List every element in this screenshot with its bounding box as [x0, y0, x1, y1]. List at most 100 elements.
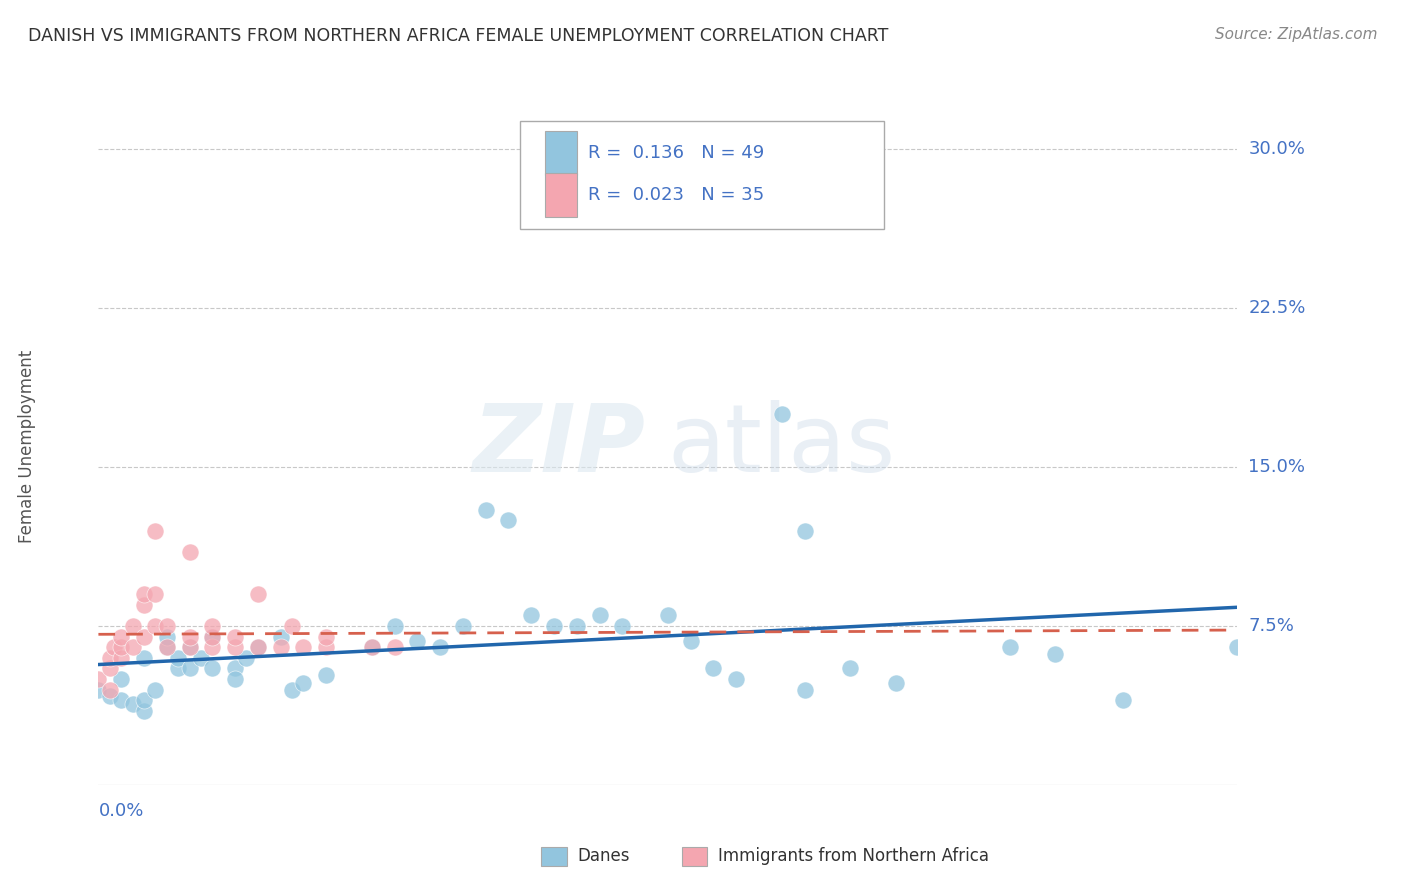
Point — [179, 545, 201, 559]
Point — [315, 630, 337, 644]
Point — [612, 619, 634, 633]
Point — [793, 682, 815, 697]
Point — [281, 619, 304, 633]
Point — [201, 630, 224, 644]
Point — [132, 630, 155, 644]
Point — [1043, 647, 1066, 661]
Point — [498, 513, 520, 527]
Point — [360, 640, 382, 655]
Point — [270, 630, 292, 644]
Text: DANISH VS IMMIGRANTS FROM NORTHERN AFRICA FEMALE UNEMPLOYMENT CORRELATION CHART: DANISH VS IMMIGRANTS FROM NORTHERN AFRIC… — [28, 27, 889, 45]
Point — [121, 619, 143, 633]
Point — [360, 640, 382, 655]
Point — [110, 693, 132, 707]
Text: atlas: atlas — [668, 400, 896, 492]
Point — [201, 640, 224, 655]
Point — [702, 661, 724, 675]
Text: 15.0%: 15.0% — [1249, 458, 1305, 476]
Point — [132, 704, 155, 718]
Point — [292, 640, 315, 655]
Point — [201, 619, 224, 633]
Point — [384, 640, 406, 655]
Point — [429, 640, 451, 655]
Text: 0.0%: 0.0% — [98, 802, 143, 820]
Point — [98, 682, 121, 697]
Point — [110, 672, 132, 686]
Point — [292, 676, 315, 690]
Point — [884, 676, 907, 690]
Point — [103, 640, 125, 655]
Point — [679, 633, 702, 648]
Point — [132, 587, 155, 601]
Point — [98, 651, 121, 665]
Point — [224, 630, 246, 644]
Point — [998, 640, 1021, 655]
Point — [132, 651, 155, 665]
Point — [110, 630, 132, 644]
Point — [87, 672, 110, 686]
FancyBboxPatch shape — [546, 173, 576, 218]
Point — [98, 661, 121, 675]
Point — [565, 619, 588, 633]
Point — [87, 682, 110, 697]
FancyBboxPatch shape — [520, 120, 884, 229]
Point — [839, 661, 862, 675]
Point — [270, 640, 292, 655]
Point — [156, 619, 179, 633]
Point — [132, 693, 155, 707]
Point — [315, 667, 337, 681]
Text: 22.5%: 22.5% — [1249, 300, 1306, 318]
Point — [246, 587, 269, 601]
Text: 30.0%: 30.0% — [1249, 140, 1305, 159]
Point — [224, 672, 246, 686]
Point — [793, 524, 815, 538]
Point — [201, 661, 224, 675]
Point — [406, 633, 429, 648]
Point — [167, 661, 190, 675]
Point — [132, 598, 155, 612]
Point — [474, 502, 496, 516]
Point — [1112, 693, 1135, 707]
Point — [145, 587, 167, 601]
Point — [156, 640, 179, 655]
Text: ZIP: ZIP — [472, 400, 645, 492]
Text: R =  0.136   N = 49: R = 0.136 N = 49 — [588, 145, 765, 162]
Point — [179, 661, 201, 675]
Point — [156, 630, 179, 644]
Text: Source: ZipAtlas.com: Source: ZipAtlas.com — [1215, 27, 1378, 42]
Text: Female Unemployment: Female Unemployment — [18, 350, 35, 542]
Point — [121, 698, 143, 712]
Point — [588, 608, 610, 623]
Point — [384, 619, 406, 633]
Point — [201, 630, 224, 644]
Point — [657, 608, 679, 623]
Point — [190, 651, 212, 665]
FancyBboxPatch shape — [546, 131, 576, 175]
Point — [1226, 640, 1249, 655]
Point — [179, 630, 201, 644]
Point — [145, 524, 167, 538]
Point — [520, 608, 543, 623]
Point — [543, 619, 565, 633]
Text: 7.5%: 7.5% — [1249, 617, 1295, 635]
Point — [246, 640, 269, 655]
Point — [315, 640, 337, 655]
Point — [235, 651, 257, 665]
Point — [179, 640, 201, 655]
Point — [451, 619, 474, 633]
Point — [156, 640, 179, 655]
Point — [145, 619, 167, 633]
Point — [224, 640, 246, 655]
Point — [179, 640, 201, 655]
Point — [725, 672, 748, 686]
Point — [167, 651, 190, 665]
Point — [145, 682, 167, 697]
Point — [281, 682, 304, 697]
Text: Immigrants from Northern Africa: Immigrants from Northern Africa — [718, 847, 990, 865]
Text: Danes: Danes — [578, 847, 630, 865]
Point — [246, 640, 269, 655]
Point — [121, 640, 143, 655]
Point — [98, 689, 121, 703]
Point — [110, 651, 132, 665]
Point — [110, 640, 132, 655]
